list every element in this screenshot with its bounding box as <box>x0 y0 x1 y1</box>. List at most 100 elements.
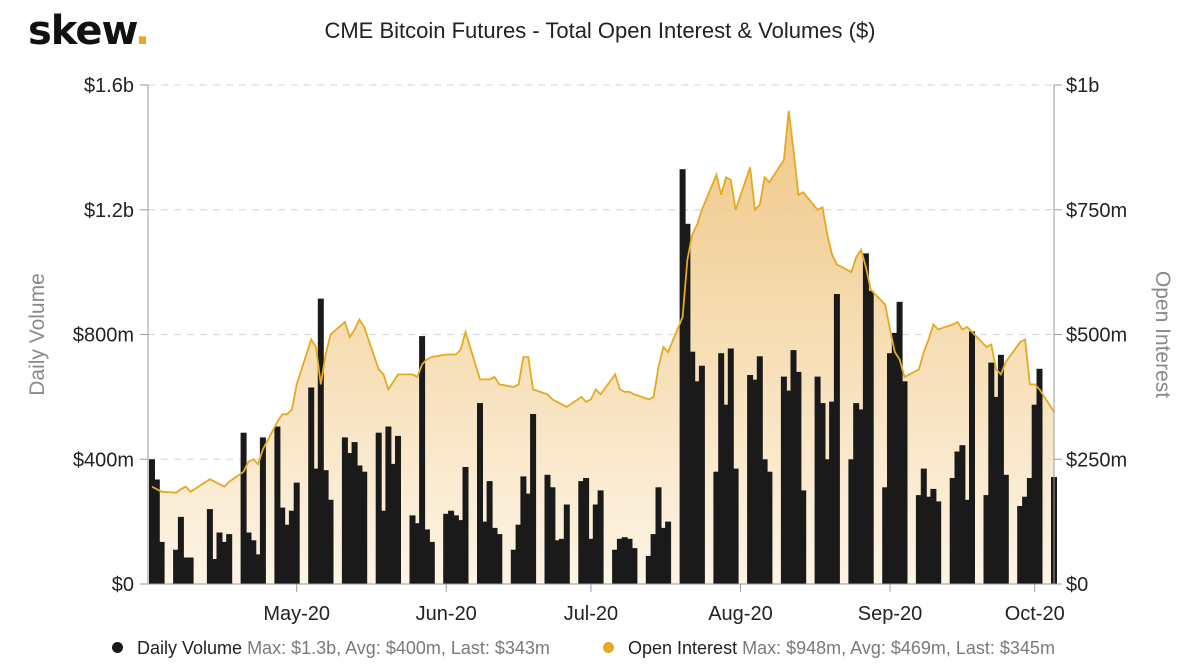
volume-bar <box>327 499 334 584</box>
volume-bar <box>964 499 971 584</box>
volume-bar <box>1017 506 1024 584</box>
volume-bar <box>698 365 705 584</box>
volume-bar <box>486 481 493 584</box>
axis-labels: $0 $400m $800m $1.2b $1.6b $0 $250m $500m $750m $… <box>26 75 1174 625</box>
legend-label-daily-volume: Daily Volume <box>137 638 243 658</box>
volume-bar <box>510 549 517 584</box>
volume-bar <box>293 482 300 584</box>
x-tick-label: Sep-20 <box>858 603 923 625</box>
volume-bar <box>727 348 734 584</box>
volume-bar <box>1022 496 1029 584</box>
volume-bar <box>250 540 257 584</box>
volume-bar <box>862 253 869 584</box>
volume-bar <box>414 523 421 584</box>
volume-bar <box>785 390 792 584</box>
logo-text: skew <box>28 8 136 54</box>
open-interest-line-layer <box>151 110 1055 494</box>
volume-bar <box>718 353 725 584</box>
volume-bar <box>655 487 662 584</box>
volume-bar <box>751 379 758 584</box>
volume-bar <box>616 538 623 584</box>
volume-bar <box>592 504 599 584</box>
legend-stats-open-interest: Max: $948m, Avg: $469m, Last: $345m <box>742 638 1055 658</box>
volume-bar <box>597 490 604 584</box>
right-axis-title: Open Interest <box>1151 271 1174 398</box>
volume-bar <box>457 520 464 584</box>
volume-bar <box>211 559 218 584</box>
volume-bar <box>650 534 657 584</box>
volume-bar <box>694 381 701 584</box>
volume-bar <box>689 351 696 584</box>
volume-bar <box>481 521 488 584</box>
volume-bar <box>351 442 358 584</box>
volume-bar <box>824 459 831 585</box>
x-tick-label: Oct-20 <box>1005 603 1065 625</box>
volume-bar <box>867 290 874 584</box>
volume-bar <box>626 538 633 584</box>
volume-bar <box>221 541 228 584</box>
volume-bar <box>935 501 942 584</box>
volume-bar <box>684 223 691 585</box>
skew-logo: skew. <box>28 8 150 54</box>
open-interest-line <box>151 110 1055 494</box>
volume-bar <box>341 437 348 584</box>
volume-bar <box>346 453 353 584</box>
volume-bar <box>173 549 180 584</box>
volume-bar <box>587 538 594 584</box>
volume-bar <box>858 409 865 584</box>
volume-bar <box>491 527 498 584</box>
volume-bar <box>452 515 459 584</box>
volume-bar <box>462 467 469 584</box>
volume-bar <box>891 332 898 584</box>
volume-bar <box>240 432 247 584</box>
legend-item-daily-volume[interactable]: Daily Volume Max: $1.3b, Avg: $400m, Las… <box>112 638 550 659</box>
volume-bar <box>747 375 754 584</box>
volume-bar <box>660 527 667 584</box>
volume-bar <box>530 414 537 584</box>
x-tick-label: Jun-20 <box>416 603 477 625</box>
volume-bar <box>525 493 532 584</box>
volume-bar <box>612 549 619 584</box>
volume-bar <box>925 496 932 584</box>
left-axis-title: Daily Volume <box>26 273 49 396</box>
volume-bar <box>853 403 860 584</box>
volume-bar <box>496 534 503 584</box>
volume-bar <box>274 426 281 584</box>
right-tick-label: $500m <box>1066 325 1127 347</box>
volume-bar <box>308 387 315 584</box>
volume-bar <box>882 487 889 584</box>
volume-bar <box>520 476 527 584</box>
volume-bar <box>790 350 797 584</box>
x-tick-label: Jul-20 <box>564 603 618 625</box>
volume-bar <box>544 474 551 584</box>
legend-item-open-interest[interactable]: Open Interest Max: $948m, Avg: $469m, La… <box>603 638 1055 659</box>
volume-bars-layer <box>149 169 1057 585</box>
volume-bar <box>448 510 455 584</box>
volume-bar <box>477 403 483 584</box>
volume-bar <box>920 468 927 584</box>
volume-bar <box>423 529 430 584</box>
volume-bar <box>284 524 291 584</box>
volume-bar <box>780 376 787 584</box>
volume-bar <box>969 331 975 584</box>
volume-bar <box>317 298 324 584</box>
volume-bar <box>814 376 821 584</box>
axes <box>140 84 1062 592</box>
volume-bar <box>515 524 522 584</box>
volume-bar <box>206 509 213 584</box>
volume-bar <box>665 521 672 584</box>
volume-bar <box>313 468 319 584</box>
volume-bar <box>255 554 262 584</box>
volume-bar <box>385 426 392 584</box>
volume-bar <box>177 516 184 584</box>
volume-bar <box>563 504 570 584</box>
volume-bar <box>732 468 739 584</box>
volume-bar <box>182 557 189 584</box>
volume-bar <box>915 495 922 584</box>
volume-bar <box>723 404 729 584</box>
volume-bar <box>949 478 956 584</box>
volume-bar <box>833 294 840 584</box>
volume-bar <box>549 487 556 584</box>
volume-bar <box>578 481 585 584</box>
